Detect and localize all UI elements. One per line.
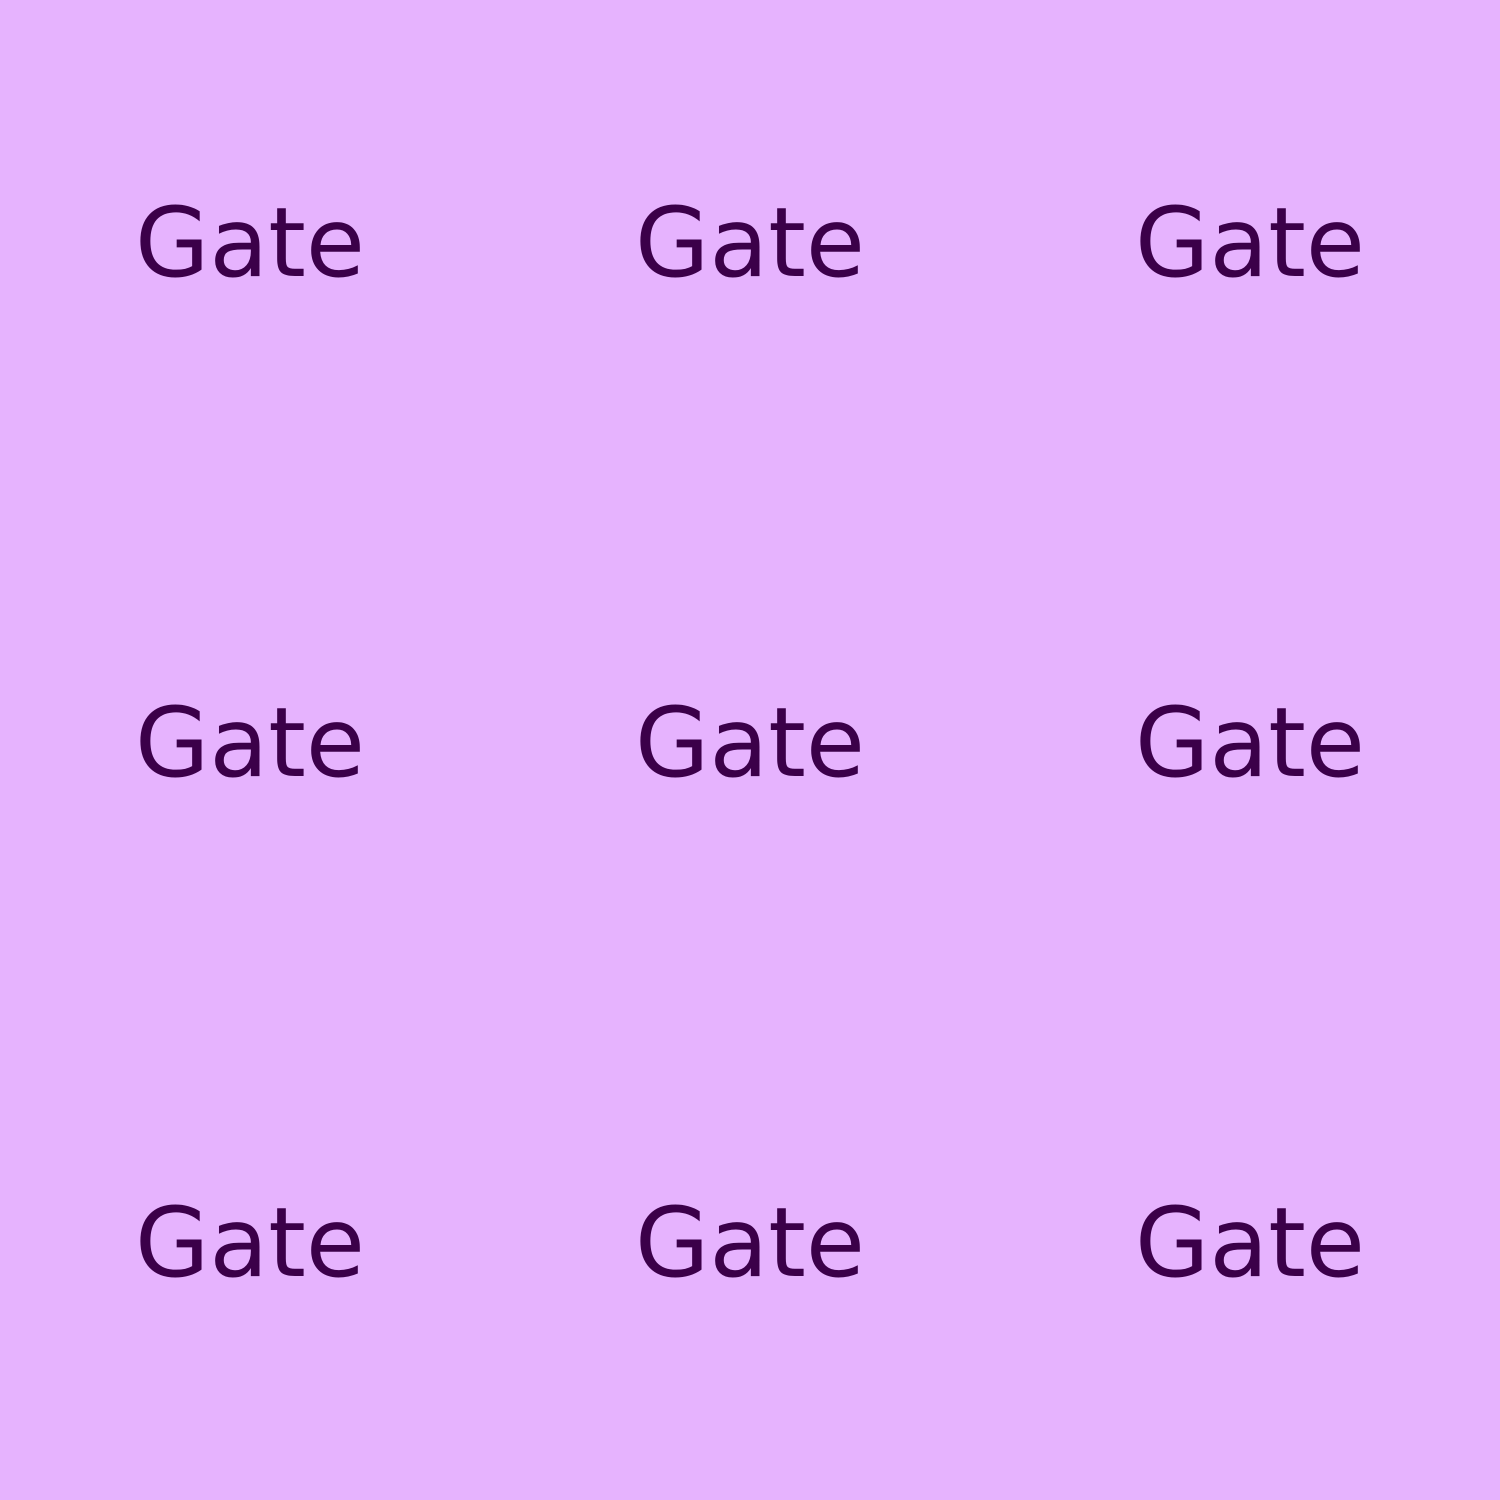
tile-label: Gate: [135, 1187, 365, 1299]
tile: Gate: [0, 1000, 500, 1500]
tile-label: Gate: [635, 1187, 865, 1299]
tile: Gate: [0, 500, 500, 1000]
tile-label: Gate: [635, 187, 865, 299]
tile: Gate: [1000, 500, 1500, 1000]
tile: Gate: [500, 1000, 1000, 1500]
tile: Gate: [500, 500, 1000, 1000]
tile-label: Gate: [635, 687, 865, 799]
tile: Gate: [1000, 1000, 1500, 1500]
tile-label: Gate: [135, 187, 365, 299]
tile-label: Gate: [1135, 1187, 1365, 1299]
tile: Gate: [500, 0, 1000, 500]
tile: Gate: [1000, 0, 1500, 500]
tile-label: Gate: [1135, 687, 1365, 799]
tile-label: Gate: [135, 687, 365, 799]
tile: Gate: [0, 0, 500, 500]
tile-label: Gate: [1135, 187, 1365, 299]
